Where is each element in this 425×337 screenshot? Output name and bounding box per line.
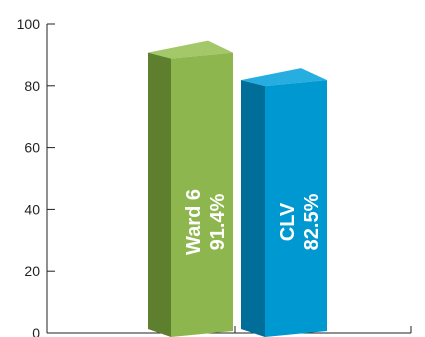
bar-top-face <box>148 40 233 59</box>
bar-labels: Ward 6 91.4% CLV 82.5% <box>183 189 323 255</box>
y-tick-label: 0 <box>32 325 40 337</box>
axes: 0 20 40 60 80 100 <box>17 16 412 337</box>
bar-category-label: Ward 6 <box>183 189 205 255</box>
bar-value-label: 91.4% <box>207 193 229 250</box>
bar-label-ward-6: Ward 6 91.4% <box>183 189 229 255</box>
bar-label-clv: CLV 82.5% <box>277 193 323 250</box>
y-tick-label: 40 <box>24 201 40 217</box>
y-tick-label: 80 <box>24 78 40 94</box>
y-tick-label: 100 <box>17 16 41 32</box>
bar-front-face <box>265 80 327 337</box>
bar-front-face <box>171 52 233 337</box>
bar-value-label: 82.5% <box>301 193 323 250</box>
bars <box>148 40 327 337</box>
bar-clv <box>241 68 327 337</box>
y-tick-label: 60 <box>24 140 40 156</box>
bar-top-face <box>241 68 327 87</box>
y-tick-label: 20 <box>24 263 40 279</box>
bar-category-label: CLV <box>277 202 299 241</box>
bar-ward-6 <box>148 40 233 337</box>
bar-side-face <box>241 80 265 337</box>
bar-side-face <box>148 52 171 337</box>
